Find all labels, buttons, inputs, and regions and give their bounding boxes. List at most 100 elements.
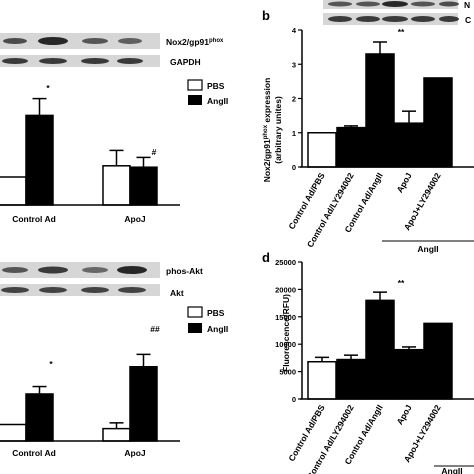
b-blots-band-5: [328, 16, 352, 22]
b-axis-tick-label-4: 4: [292, 26, 297, 35]
a-blots-band-7: [117, 58, 143, 64]
a-blots-band-0: [3, 38, 27, 44]
a-blots-band-1: [38, 37, 68, 45]
legend-swatch-angii-c: [188, 323, 202, 333]
c-blots-band-3: [117, 266, 147, 274]
bar-pbs-control-ad: [0, 176, 27, 206]
gapdh-blot-strip: [0, 55, 160, 67]
panel-b-ylabel-units: (arbitrary unites): [273, 96, 283, 164]
panel-b-annotation-starstar: **: [398, 27, 405, 37]
panel-b-annotation-hashhash: ##: [430, 98, 440, 108]
nox2-blot-strip: [0, 33, 160, 49]
panel-d-bracket-label: AngII: [441, 466, 462, 474]
c-blots-band-0: [2, 267, 28, 273]
gapdh-blot-label: GAPDH: [170, 57, 201, 67]
panel-b-ylabel: Nox2/gp91phox expression: [262, 78, 272, 183]
b-bars-bar-4: [423, 77, 453, 168]
panel-a: Nox2/gp91phox GAPDH PBS AngII * # Contro…: [0, 33, 228, 224]
panel-a-group-label-control: Control Ad: [12, 214, 56, 224]
phos-akt-blot-strip: [0, 262, 160, 278]
panel-a-bars: [0, 97, 158, 206]
panel-c-blots: [0, 262, 160, 296]
panel-d-annotation-starstar: **: [398, 278, 405, 288]
b-blots-band-1: [356, 1, 380, 7]
d-axis-tick-label-10000: 10000: [275, 340, 296, 349]
c-blots-band-6: [81, 287, 109, 293]
bar-angii-apoj: [129, 166, 158, 206]
panel-a-group-label-apoj: ApoJ: [124, 214, 146, 224]
legend-label-angii: AngII: [207, 96, 228, 106]
legend-label-pbs-c: PBS: [207, 308, 225, 318]
panel-b-y-axis: 0 1 2 3 4: [292, 26, 303, 172]
bar-angii-control-ad: [25, 114, 54, 206]
b-blots-band-0: [328, 1, 352, 7]
panel-a-legend: PBS AngII: [187, 79, 228, 106]
b-axis-tick-label-1: 1: [292, 129, 296, 138]
a-blots-band-6: [81, 58, 109, 64]
b-blots-band-7: [382, 16, 408, 22]
d-xlabels-3: ApoJ: [394, 403, 413, 427]
panel-d-ylabel: Fluorescence(RFU): [281, 294, 291, 372]
a-blots-band-5: [39, 58, 67, 64]
legend-label-angii-c: AngII: [207, 324, 228, 334]
panel-b-blots: [323, 0, 459, 25]
panel-c-group-label-apoj: ApoJ: [124, 448, 146, 458]
panel-d: d 0 5000 10000 15000 20000 25000 Fluorescence…: [262, 250, 474, 474]
d-axis-tick-label-20000: 20000: [275, 285, 296, 294]
d-bars-bar-3: [394, 348, 424, 400]
c-blots-band-7: [118, 287, 146, 293]
bar-pbs-control-ad: [0, 423, 27, 442]
d-bars-bar-2: [365, 299, 395, 400]
b-bars-bar-2: [365, 53, 395, 168]
a-blots-band-4: [2, 58, 28, 64]
b-blots-band-3: [411, 1, 435, 7]
b-xlabels-3: ApoJ: [394, 171, 413, 195]
d-axis-tick-label-25000: 25000: [275, 258, 296, 267]
panel-c-bars: [0, 353, 158, 442]
bar-pbs-apoj: [102, 427, 131, 442]
panel-a-blots: [0, 33, 160, 67]
panel-b-bracket-label: AngII: [417, 244, 438, 254]
d-bars-bar-0: [307, 360, 337, 400]
panel-b-bars: [307, 41, 453, 168]
a-blots-band-3: [118, 38, 142, 44]
panel-c-annotation-hashhash: ##: [150, 324, 160, 334]
legend-label-pbs: PBS: [207, 81, 225, 91]
c-blots-band-4: [1, 287, 29, 293]
panel-d-annotation-hashhash: ##: [430, 336, 440, 346]
bar-angii-apoj: [129, 366, 158, 442]
panel-a-annotation-star: *: [46, 83, 50, 93]
phos-akt-blot-label: phos-Akt: [166, 266, 203, 276]
b-axis-tick-label-3: 3: [292, 60, 296, 69]
a-blots-band-2: [82, 38, 108, 44]
b-bars-bar-0: [307, 132, 337, 168]
panel-b-blot-label-2: C: [465, 15, 471, 25]
panel-b: b N C 0 1 2 3 4 Nox2/gp91phox expression (ar…: [262, 0, 474, 254]
d-bars-bar-4: [423, 322, 453, 400]
b-blots-band-6: [356, 16, 380, 22]
b-bars-bar-3: [394, 122, 424, 168]
d-axis-tick-label-15000: 15000: [275, 313, 296, 322]
b-blots-band-9: [439, 16, 459, 22]
d-bars-bar-1: [336, 358, 366, 400]
panel-c-annotation-star: *: [49, 359, 53, 369]
panel-a-annotation-hash: #: [152, 147, 157, 157]
legend-swatch-angii: [188, 95, 202, 105]
panel-d-y-axis: 0 5000 10000 15000 20000 25000: [275, 258, 303, 404]
c-blots-band-1: [38, 266, 68, 274]
bar-angii-control-ad: [25, 393, 54, 442]
legend-swatch-pbs: [187, 79, 203, 91]
panel-c-group-label-control: Control Ad: [12, 448, 56, 458]
nox2-blot-label: Nox2/gp91phox: [166, 37, 224, 47]
akt-blot-label: Akt: [170, 288, 184, 298]
akt-blot-strip: [0, 284, 160, 296]
b-blots-band-4: [439, 1, 459, 7]
d-axis-tick-label-5000: 5000: [279, 368, 296, 377]
b-bars-bar-1: [336, 126, 366, 168]
d-axis-tick-label-0: 0: [292, 395, 296, 404]
panel-c: phos-Akt Akt PBS AngII * ## Control Ad A…: [0, 262, 228, 458]
panel-c-legend: PBS AngII: [187, 306, 228, 334]
